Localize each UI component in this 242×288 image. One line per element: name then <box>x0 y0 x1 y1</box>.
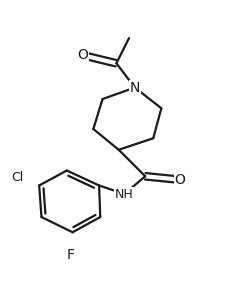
Text: NH: NH <box>115 187 134 200</box>
Text: Cl: Cl <box>11 171 23 184</box>
Text: O: O <box>77 48 88 62</box>
Text: N: N <box>130 81 140 94</box>
Text: F: F <box>66 248 74 262</box>
Text: O: O <box>174 173 185 187</box>
